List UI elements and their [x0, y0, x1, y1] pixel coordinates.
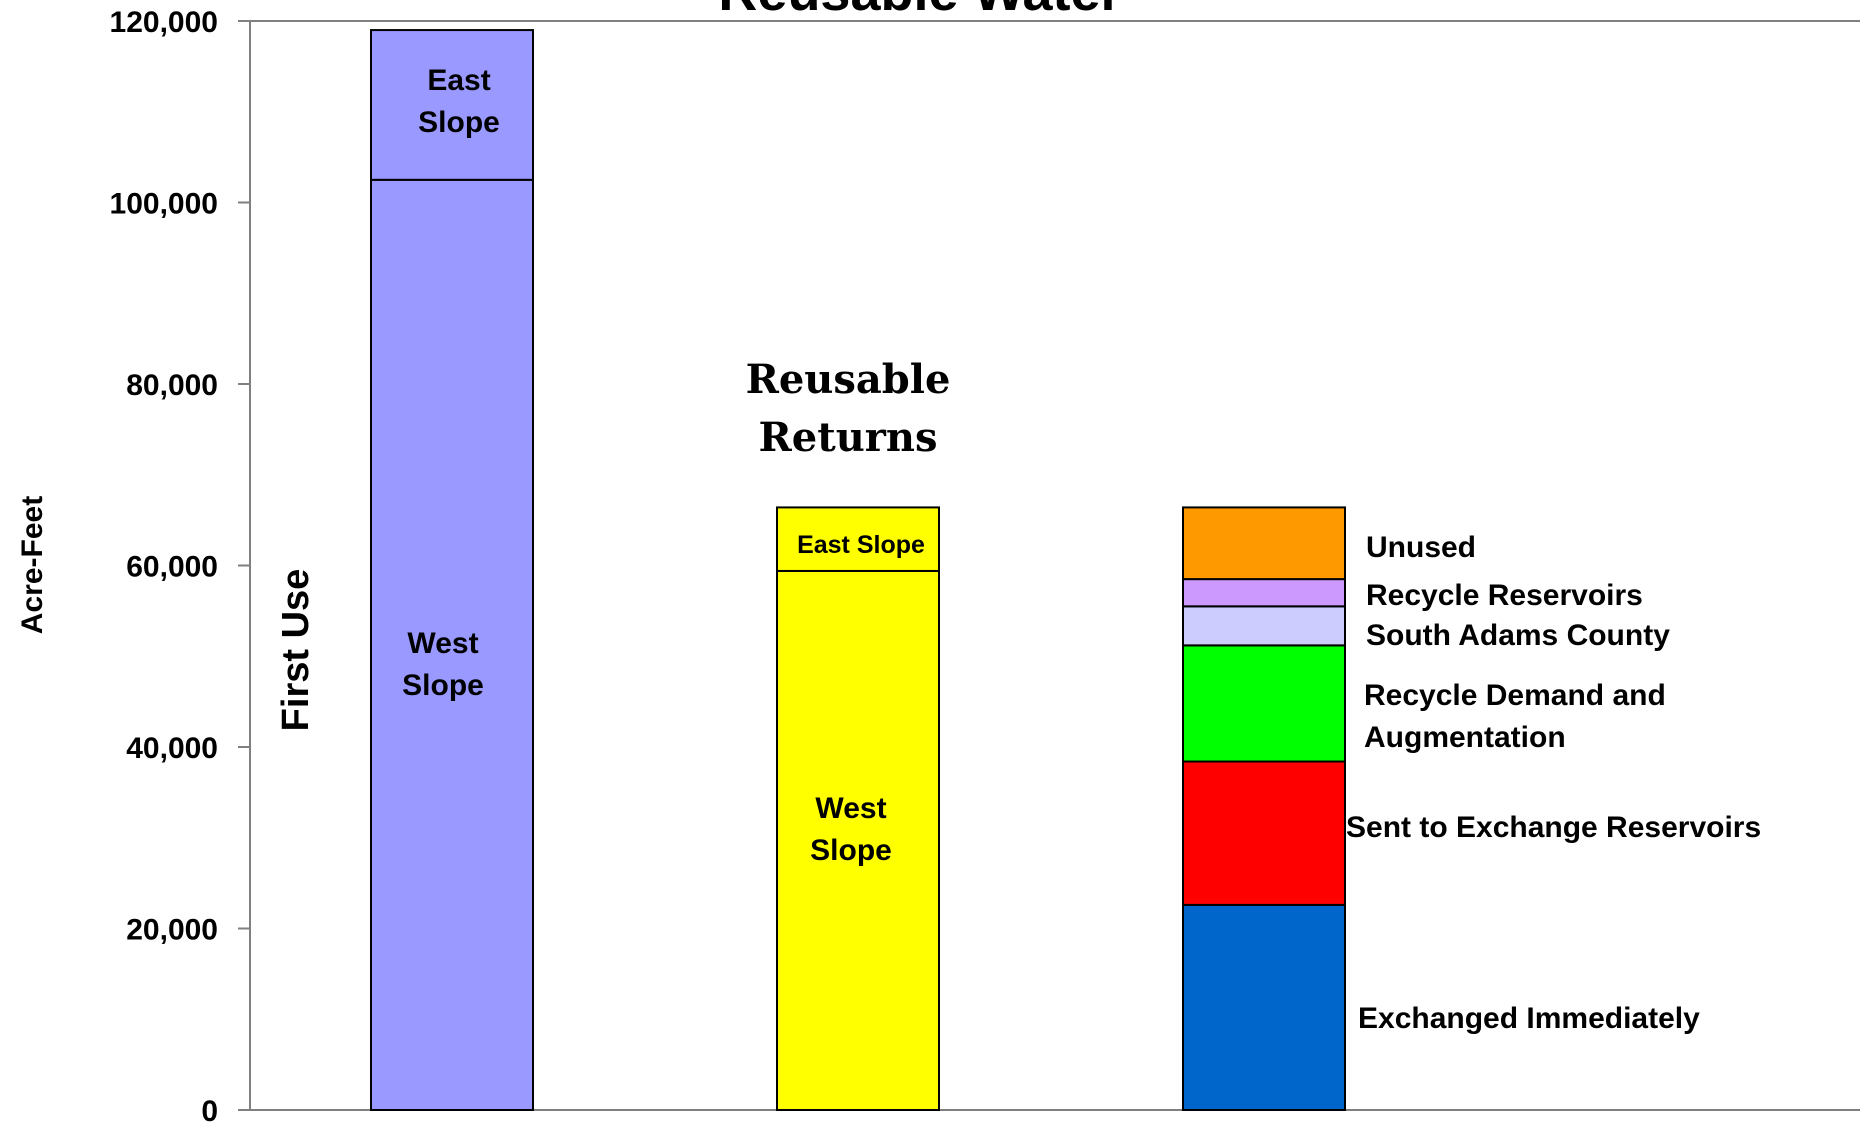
bar-label-first-use: First Use — [275, 569, 317, 732]
y-tick-label: 120,000 — [110, 6, 218, 39]
bar-segment — [776, 569, 940, 1111]
y-tick-label: 60,000 — [126, 551, 218, 584]
bar-segment — [1182, 903, 1346, 1112]
bars — [370, 29, 1346, 1112]
y-tick-label: 100,000 — [110, 188, 218, 221]
labels: Reusable Water 0 20,000 40,000 60,000 80,000 1… — [16, 0, 1761, 1123]
segment-label: East Slope — [418, 64, 500, 139]
segment-label: Sent to Exchange Reservoirs — [1346, 811, 1761, 844]
segment-label: East Slope — [797, 531, 925, 559]
y-axis-title: Acre-Feet — [16, 496, 49, 634]
bar-segment — [776, 506, 940, 572]
bar-segment — [1182, 578, 1346, 608]
segment-label: Exchanged Immediately — [1358, 1002, 1700, 1035]
segment-label: South Adams County — [1366, 619, 1670, 652]
segment-label: Recycle Demand and Augmentation — [1364, 679, 1666, 754]
bar-segment — [1182, 760, 1346, 906]
bar-label-reusable-returns: Reusable Returns — [746, 356, 951, 461]
bar-segment — [1182, 506, 1346, 581]
segment-label: Recycle Reservoirs — [1366, 579, 1643, 612]
bar-segment — [370, 29, 534, 181]
y-tick-label: 80,000 — [126, 369, 218, 402]
chart-title: Reusable Water — [718, 0, 1121, 22]
y-tick-label: 20,000 — [126, 914, 218, 947]
segment-label: West Slope — [402, 627, 484, 702]
bar-segment — [1182, 644, 1346, 763]
y-tick-label: 40,000 — [126, 732, 218, 765]
bar-segment — [1182, 605, 1346, 647]
y-tick-label: 0 — [201, 1095, 218, 1123]
segment-label: West Slope — [810, 792, 892, 867]
segment-label: Unused — [1366, 531, 1476, 564]
